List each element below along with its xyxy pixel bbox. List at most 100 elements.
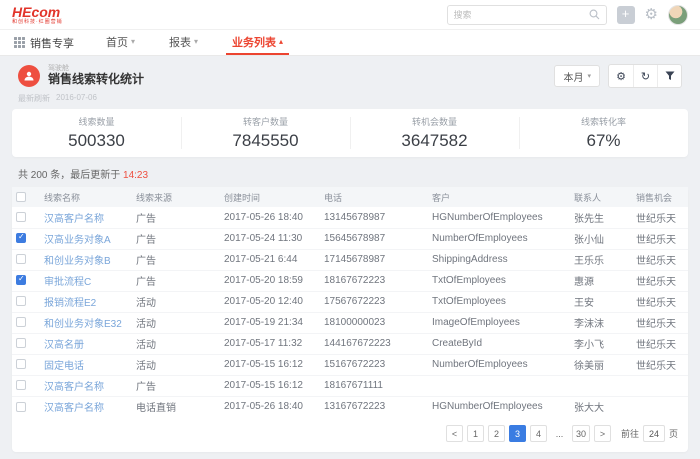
row-checkbox[interactable] [16, 317, 26, 328]
table-row[interactable]: 和创业务对象E32 活动 2017-05-19 21:34 1810000002… [12, 312, 688, 334]
stat-value: 67% [586, 131, 621, 150]
table-row[interactable]: 汉高业务对象A 广告 2017-05-24 11:30 15645678987 … [12, 228, 688, 250]
lead-name-link[interactable]: 报销流程E2 [44, 298, 97, 309]
select-all-checkbox[interactable] [16, 192, 26, 203]
period-selector[interactable]: 本月 ▾ [554, 65, 600, 87]
lead-source-cell: 活动 [132, 291, 220, 313]
refresh-icon[interactable]: ↻ [633, 65, 657, 87]
search-icon[interactable] [589, 9, 600, 20]
row-checkbox[interactable] [16, 359, 26, 370]
lead-customer-cell: HGNumberOfEmployees [428, 207, 570, 229]
lead-contact-cell: 李沫沫 [570, 312, 632, 334]
tab-reports[interactable]: 报表 ▾ [163, 30, 204, 55]
lead-source-cell: 活动 [132, 333, 220, 355]
page-button-4[interactable]: 4 [529, 425, 547, 442]
lead-contact-cell: 徐美丽 [570, 354, 632, 376]
lead-contact-cell: 张小仙 [570, 228, 632, 250]
lead-source-cell: 活动 [132, 312, 220, 334]
row-checkbox[interactable] [16, 212, 26, 223]
lead-phone-cell: 144167672223 [320, 333, 428, 355]
lead-created-cell: 2017-05-26 18:40 [220, 207, 320, 229]
summary-text: 共 200 条，最后更新于 [18, 170, 124, 181]
lead-customer-cell: HGNumberOfEmployees [432, 401, 543, 413]
lead-name-link[interactable]: 和创业务对象E32 [44, 319, 122, 330]
table-row[interactable]: 报销流程E2 活动 2017-05-20 12:40 17567672223 T… [12, 291, 688, 313]
chevron-up-icon: ▴ [279, 37, 284, 46]
page-header: 驾驶舱 销售线索转化统计 本月 ▾ ⚙ ↻ [12, 56, 688, 93]
lead-contact-cell: 王安 [570, 291, 632, 313]
lead-contact-cell: 张先生 [570, 207, 632, 229]
table-row[interactable]: 和创业务对象B 广告 2017-05-21 6:44 17145678987 S… [12, 249, 688, 271]
row-checkbox[interactable] [16, 338, 26, 349]
lead-opportunity-cell: 世纪乐天 [632, 249, 688, 271]
lead-phone-cell: 15167672223 [320, 354, 428, 376]
stat-label: 转机会数量 [411, 117, 457, 127]
brand-logo[interactable]: HEcom 和创科技·红圈营销 [12, 5, 63, 25]
page-button-1[interactable]: 1 [466, 425, 484, 442]
lead-source-cell: 广告 [132, 249, 220, 271]
lead-created-cell: 2017-05-20 18:59 [220, 270, 320, 292]
table-row[interactable]: 汉高客户名称 电话直销 2017-05-26 18:40 13167672223… [12, 396, 688, 417]
page-button-3-active[interactable]: 3 [508, 425, 526, 442]
lead-created-cell: 2017-05-15 16:12 [220, 375, 320, 397]
col-contact: 联系人 [570, 187, 632, 207]
secondary-nav: 销售专享 首页 ▾ 报表 ▾ 业务列表 ▴ [0, 30, 700, 56]
table-body: 汉高客户名称 广告 2017-05-26 18:40 13145678987 H… [12, 207, 688, 417]
lead-source-cell: 电话直销 [136, 403, 176, 415]
workspace-switcher[interactable]: 销售专享 [14, 30, 74, 55]
row-checkbox[interactable] [16, 380, 26, 391]
lead-opportunity-cell: 世纪乐天 [632, 312, 688, 334]
table-row[interactable]: 审批流程C 广告 2017-05-20 18:59 18167672223 Tx… [12, 270, 688, 292]
row-checkbox[interactable] [16, 254, 26, 265]
table-row[interactable]: 固定电话 活动 2017-05-15 16:12 15167672223 Num… [12, 354, 688, 376]
jump-page-input[interactable] [642, 425, 665, 442]
stat-label: 线索数量 [78, 117, 115, 127]
col-opportunity: 销售机会 [632, 187, 688, 207]
lead-name-link[interactable]: 汉高业务对象A [44, 235, 111, 246]
table-row[interactable]: 汉高客户名称 广告 2017-05-15 16:12 18167671111 [12, 375, 688, 397]
lead-phone-cell: 18100000023 [320, 312, 428, 334]
lead-created-cell: 2017-05-26 18:40 [224, 401, 303, 413]
dashboard-icon [18, 65, 40, 87]
filter-icon[interactable] [657, 65, 681, 87]
stat-value: 7845550 [232, 131, 299, 150]
table-row[interactable]: 汉高名册 活动 2017-05-17 11:32 144167672223 Cr… [12, 333, 688, 355]
tab-home[interactable]: 首页 ▾ [100, 30, 141, 55]
row-checkbox[interactable] [16, 274, 26, 286]
lead-name-link[interactable]: 审批流程C [44, 277, 92, 288]
next-page-button[interactable]: > [593, 425, 611, 442]
col-created-time: 创建时间 [220, 187, 320, 207]
jump-suffix: 页 [668, 429, 678, 439]
tab-business-list[interactable]: 业务列表 ▴ [226, 30, 290, 55]
global-search[interactable] [446, 4, 607, 25]
lead-name-link[interactable]: 汉高客户名称 [44, 213, 104, 225]
lead-name-link[interactable]: 汉高名册 [44, 340, 84, 351]
row-checkbox[interactable] [16, 401, 26, 412]
period-value: 本月 [563, 72, 584, 84]
logo-tagline: 和创科技·红圈营销 [12, 18, 63, 25]
user-avatar[interactable] [668, 4, 688, 25]
jump-label: 前往 [620, 429, 639, 439]
lead-opportunity-cell [632, 396, 688, 417]
add-button[interactable]: + [616, 5, 635, 24]
prev-page-button[interactable]: < [445, 425, 463, 442]
settings-gear-icon[interactable]: ⚙ [616, 70, 626, 83]
col-phone: 电话 [320, 187, 428, 207]
lead-name-link[interactable]: 和创业务对象B [44, 256, 111, 267]
search-input[interactable] [453, 9, 589, 20]
settings-icon[interactable]: ⚙ [644, 6, 658, 23]
leads-table-card: 线索名称 线索来源 创建时间 电话 客户 联系人 销售机会 汉高客户名称 广告 … [12, 187, 688, 452]
lead-created-cell: 2017-05-17 11:32 [220, 333, 320, 355]
chevron-down-icon: ▾ [587, 73, 591, 80]
table-row[interactable]: 汉高客户名称 广告 2017-05-26 18:40 13145678987 H… [12, 207, 688, 229]
lead-name-link[interactable]: 汉高客户名称 [44, 382, 104, 393]
col-lead-source: 线索来源 [132, 187, 220, 207]
page-button-30[interactable]: 30 [571, 425, 590, 442]
lead-phone-cell: 18167672223 [320, 270, 428, 292]
row-checkbox[interactable] [16, 232, 26, 244]
page-button-2[interactable]: 2 [487, 425, 505, 442]
lead-opportunity-cell: 世纪乐天 [632, 354, 688, 376]
lead-name-link[interactable]: 固定电话 [44, 361, 84, 372]
row-checkbox[interactable] [16, 296, 26, 307]
lead-name-link[interactable]: 汉高客户名称 [44, 403, 104, 415]
